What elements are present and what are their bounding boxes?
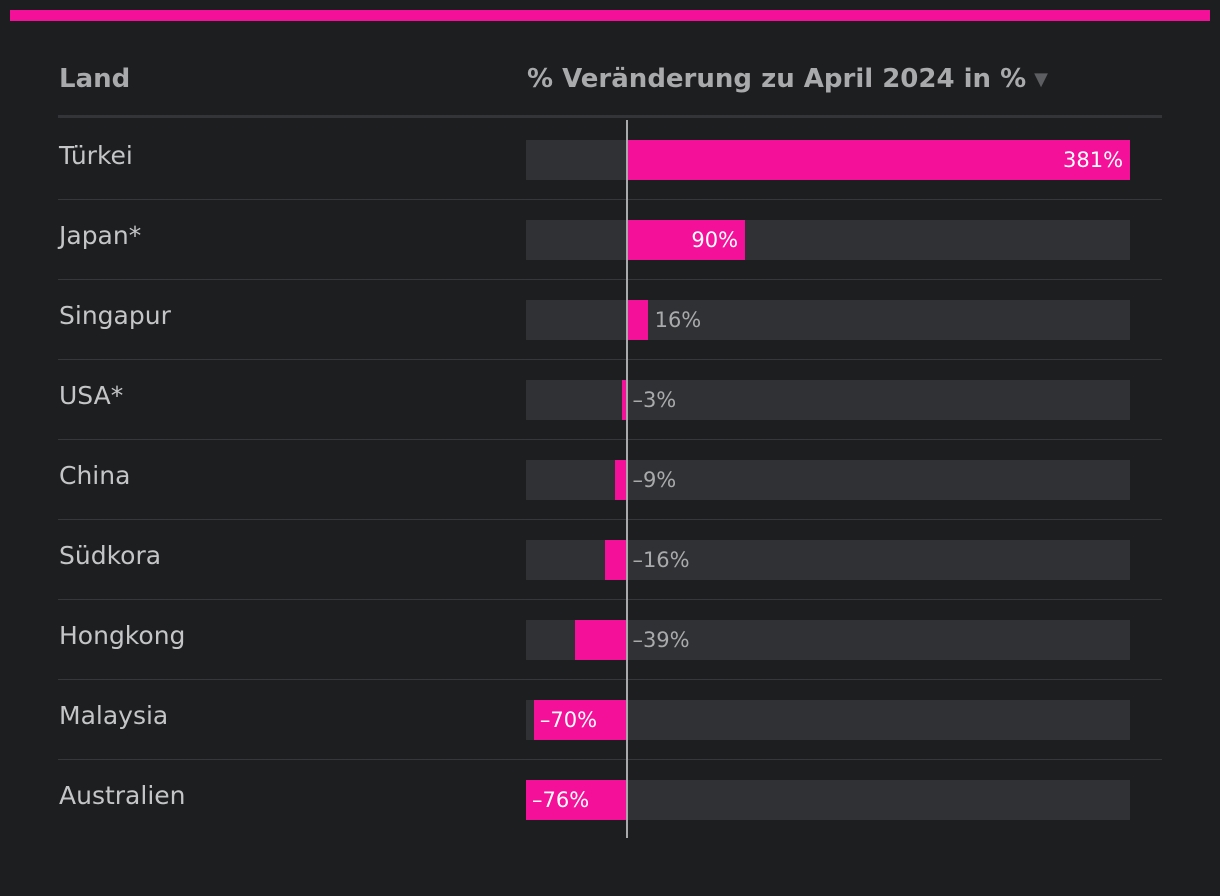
value-label: 16% (654, 308, 702, 332)
table-row: China –9% (58, 440, 1162, 520)
bar-track: –39% (526, 620, 1130, 660)
table-row: Südkora –16% (58, 520, 1162, 600)
country-label: Türkei (59, 141, 133, 170)
country-label: China (59, 461, 131, 490)
value-bar[interactable] (605, 540, 627, 580)
zero-baseline (626, 120, 628, 838)
value-bar[interactable] (626, 300, 648, 340)
table-row: Singapur 16% (58, 280, 1162, 360)
bar-track: 381% (526, 140, 1130, 180)
value-bar[interactable] (614, 460, 627, 500)
bar-track: –3% (526, 380, 1130, 420)
value-label: 381% (1063, 148, 1124, 172)
value-bar[interactable] (533, 700, 627, 740)
column-header-change[interactable]: % Veränderung zu April 2024 in % ▼ (527, 64, 1048, 94)
bar-track: –76% (526, 780, 1130, 820)
value-label: –3% (632, 388, 677, 412)
value-label: –76% (532, 788, 590, 812)
value-bar[interactable] (626, 220, 746, 260)
country-label: Singapur (59, 301, 171, 330)
bar-track: –9% (526, 460, 1130, 500)
value-bar[interactable] (626, 140, 1130, 180)
value-label: –16% (632, 548, 690, 572)
column-header-change-label: % Veränderung zu April 2024 in % (527, 64, 1027, 94)
country-label: USA* (59, 381, 124, 410)
value-bar[interactable] (526, 780, 627, 820)
column-header-country[interactable]: Land (59, 64, 131, 94)
top-accent-bar (10, 10, 1210, 21)
country-label: Malaysia (59, 701, 169, 730)
bar-track: –16% (526, 540, 1130, 580)
table-row: Japan* 90% (58, 200, 1162, 280)
chart-rows: Türkei 381% Japan* 90% Singapur 16% USA* –3% Chi… (58, 120, 1162, 840)
table-header: Land % Veränderung zu April 2024 in % ▼ (58, 56, 1162, 118)
value-label: 90% (691, 228, 739, 252)
value-label: –39% (632, 628, 690, 652)
table-row: Australien –76% (58, 760, 1162, 840)
sort-descending-icon[interactable]: ▼ (1034, 69, 1048, 90)
value-bar[interactable] (574, 620, 627, 660)
bar-track: 90% (526, 220, 1130, 260)
bar-track: 16% (526, 300, 1130, 340)
country-label: Hongkong (59, 621, 186, 650)
table-row: Malaysia –70% (58, 680, 1162, 760)
bar-track: –70% (526, 700, 1130, 740)
value-label: –70% (539, 708, 598, 732)
country-label: Südkora (59, 541, 162, 570)
table-row: Hongkong –39% (58, 600, 1162, 680)
country-label: Japan* (59, 221, 142, 250)
value-bar[interactable] (622, 380, 627, 420)
value-label: –9% (632, 468, 677, 492)
country-label: Australien (59, 781, 186, 810)
table-row: USA* –3% (58, 360, 1162, 440)
table-row: Türkei 381% (58, 120, 1162, 200)
